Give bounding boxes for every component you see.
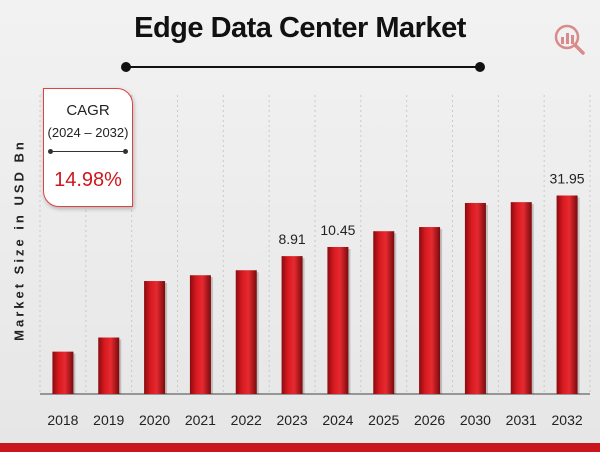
cagr-divider-left-dot [48, 149, 53, 154]
bar-2020 [144, 281, 166, 394]
brand-logo-icon [554, 24, 585, 55]
cagr-label: CAGR [66, 102, 110, 119]
bar-2026 [419, 227, 441, 394]
chart-title: Edge Data Center Market [134, 12, 466, 44]
cagr-period: (2024 – 2032) [47, 125, 129, 140]
cagr-divider [50, 151, 126, 152]
data-label: 8.91 [278, 231, 305, 247]
cagr-value: 14.98% [54, 169, 122, 191]
bar-2032 [556, 195, 578, 394]
x-tick-label: 2026 [414, 412, 445, 428]
x-tick-label: 2030 [460, 412, 491, 428]
x-tick-label: 2021 [185, 412, 216, 428]
title-underline-right-dot [475, 62, 485, 72]
y-axis-label: Market Size in USD Bn [11, 139, 27, 341]
bar-2018 [52, 351, 74, 394]
title-underline-left-dot [121, 62, 131, 72]
cagr-callout: CAGR (2024 – 2032) 14.98% [43, 88, 133, 207]
x-tick-label: 2025 [368, 412, 399, 428]
bar-2031 [510, 202, 532, 394]
bar-2030 [464, 202, 486, 394]
bar-2022 [235, 270, 257, 394]
data-label: 31.95 [550, 170, 585, 186]
bottom-accent-band [0, 443, 600, 452]
bar-2023 [281, 256, 303, 394]
x-tick-label: 2031 [506, 412, 537, 428]
bar-2025 [373, 231, 395, 394]
x-tick-label: 2022 [231, 412, 262, 428]
x-tick-label: 2019 [93, 412, 124, 428]
title-underline [125, 66, 480, 68]
x-tick-label: 2032 [552, 412, 583, 428]
x-tick-label: 2023 [277, 412, 308, 428]
x-tick-label: 2024 [322, 412, 353, 428]
x-tick-label: 2020 [139, 412, 170, 428]
x-tick-label: 2018 [47, 412, 78, 428]
bar-2021 [189, 275, 211, 394]
data-label: 10.45 [320, 222, 355, 238]
bar-2019 [98, 337, 120, 394]
bar-2024 [327, 246, 349, 394]
cagr-divider-right-dot [123, 149, 128, 154]
